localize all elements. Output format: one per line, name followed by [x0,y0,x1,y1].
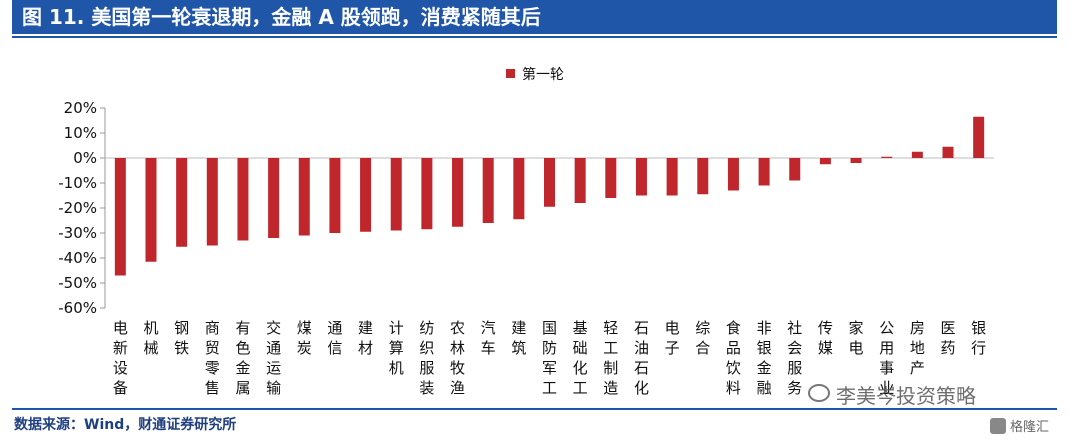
bar [881,156,893,158]
x-tick-label: 综合 [695,319,710,357]
x-tick-label: 建筑 [511,319,526,357]
bar [298,158,310,236]
bar [176,158,188,247]
x-tick-label: 食品饮料 [726,319,741,397]
x-tick-label: 钢铁 [174,319,189,357]
y-axis: 20% 10% 0% -10% -20% -30% -40% -50% -60% [58,99,994,317]
x-tick-label: 电子 [665,319,680,357]
bar [544,158,555,207]
x-tick-label: 非银金融 [757,319,772,397]
bar [513,158,525,220]
y-tick-label: -10% [58,174,97,192]
x-tick-label: 国防军工 [542,319,557,397]
x-tick-label: 石油石化 [634,319,649,397]
bar [789,158,801,181]
bar [268,158,280,238]
bar [605,158,617,198]
bar [819,158,831,165]
bar [206,158,218,246]
wechat-icon [808,384,830,402]
bar [114,158,126,276]
bar [635,158,647,196]
legend-label: 第一轮 [522,66,564,83]
bar [911,151,923,158]
x-tick-label: 交通运输 [266,319,281,397]
y-tick-label: 20% [64,99,97,117]
y-tick-label: -40% [58,249,97,267]
x-tick-label: 汽车 [481,319,496,357]
x-tick-label: 公用事业 [879,319,894,397]
bar [329,158,341,233]
brand-text: 格隆汇 [1010,420,1050,435]
brand-logo-icon [990,418,1006,434]
bar [758,158,770,186]
bar [452,158,464,227]
y-tick-label: -20% [58,199,97,217]
legend-swatch [506,69,515,78]
watermark-text: 李美岑投资策略 [836,384,976,408]
y-tick-label: -50% [58,274,97,292]
x-tick-label: 银行 [971,319,986,357]
x-tick-label: 基础化工 [573,319,588,397]
x-tick-label: 社会服务 [787,319,802,397]
y-tick-label: 0% [73,149,97,167]
y-tick-label: -60% [58,299,97,317]
bar [482,158,494,223]
x-tick-label: 建材 [358,319,373,357]
x-tick-label: 轻工制造 [603,319,618,397]
x-tick-label: 农林牧渔 [450,319,465,397]
x-tick-label: 有色金属 [235,319,250,397]
x-tick-label: 煤炭 [297,319,312,357]
bar [574,158,586,203]
bar [727,158,739,191]
x-tick-label: 电新设备 [113,319,128,397]
y-tick-label: 10% [64,124,97,142]
footer-divider [12,408,1057,410]
chart-legend: 第一轮 [506,66,564,83]
bar [390,158,402,231]
bars [114,116,985,276]
x-tick-label: 通信 [327,319,342,357]
x-tick-label: 纺织服装 [419,319,434,397]
title-divider [12,36,1057,38]
bar [145,158,157,262]
x-tick-label: 医药 [941,319,956,357]
bar [360,158,372,232]
y-tick-label: -30% [58,224,97,242]
figure-title: 图 11. 美国第一轮衰退期，金融 A 股领跑，消费紧随其后 [12,0,1057,34]
bar [237,158,249,241]
x-tick-label: 机械 [143,319,158,357]
bar [942,146,954,158]
x-tick-label: 房地产 [910,319,925,377]
x-tick-label: 商贸零售 [205,319,220,397]
bar [666,158,678,196]
bar [850,158,862,163]
x-tick-label: 计算机 [389,319,404,377]
x-tick-label: 传媒 [818,319,833,357]
bar [697,158,709,195]
bar [973,116,985,158]
source-note: 数据来源：Wind，财通证券研究所 [14,417,237,433]
bar [421,158,433,230]
x-tick-label: 家电 [849,319,864,357]
